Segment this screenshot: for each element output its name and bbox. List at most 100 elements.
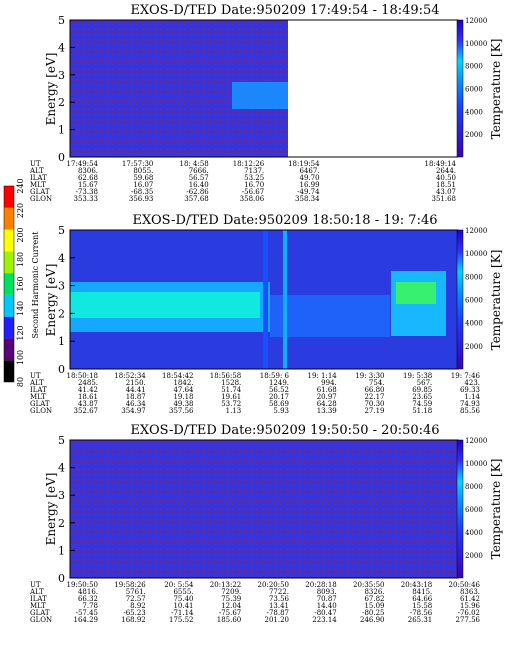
ephemeris-value: -62.86 (186, 188, 209, 196)
ephemeris-value: 85.56 (460, 407, 481, 415)
y-tick-label: 0 (58, 363, 65, 376)
colorbar-tick-label: 10000 (465, 40, 487, 48)
ephemeris-value: 16.40 (189, 181, 209, 189)
panel-1-colorbar-ticks: 2000 4000 6000 8000 10000 12000 (465, 17, 487, 139)
ephemeris-value: 72.57 (126, 595, 146, 603)
ephemeris-value: 16.07 (133, 181, 153, 189)
y-tick-label: 0 (58, 572, 65, 585)
y-tick-label: 0 (58, 151, 65, 164)
panel-1-y-axis: 0 1 2 3 4 5 (58, 14, 75, 164)
ephemeris-value: 15.67 (78, 181, 98, 189)
ephemeris-value: 358.06 (240, 195, 265, 203)
ephemeris-value: 66.80 (364, 386, 384, 394)
ephemeris-value: 8326. (364, 588, 384, 596)
ephemeris-row-label: MLT (30, 602, 46, 610)
side-colorbar-segments (3, 185, 15, 383)
ephemeris-value: 19: 1:14 (308, 372, 338, 380)
ephemeris-value: 10.41 (173, 602, 193, 610)
ephemeris-value: 8306. (78, 167, 98, 175)
panel-3-y-axis: 0 1 2 3 4 5 (58, 434, 75, 585)
ephemeris-value: 15.09 (364, 602, 384, 610)
ephemeris-row-label: GLON (30, 195, 52, 203)
ephemeris-value: 356.93 (129, 195, 154, 203)
y-tick-label: 4 (58, 41, 65, 54)
ephemeris-value: 19: 7:46 (451, 372, 481, 380)
ephemeris-value: 2485. (78, 379, 98, 387)
panel-1: EXOS-D/TED Date:950209 17:49:54 - 18:49:… (29, 3, 503, 203)
ephemeris-value: 7137. (244, 167, 264, 175)
ephemeris-value: 352.67 (74, 407, 99, 415)
ephemeris-value: 20:43:18 (401, 581, 432, 589)
colorbar-tick-label: 10000 (465, 460, 487, 468)
panel-2-spike-2 (283, 230, 287, 369)
ephemeris-value: 53.72 (221, 400, 241, 408)
ephemeris-value: 164.29 (74, 616, 99, 624)
ephemeris-value: 2150. (126, 379, 146, 387)
panel-1-warm-band (232, 82, 288, 109)
ephemeris-value: 62.68 (78, 174, 98, 182)
y-tick-label: 2 (58, 96, 65, 109)
ephemeris-value: 20:13:22 (210, 581, 241, 589)
ephemeris-value: 7.78 (82, 602, 98, 610)
ephemeris-value: 16.70 (244, 181, 264, 189)
ephemeris-value: 5.93 (273, 407, 289, 415)
panel-1-ylabel: Energy [eV] (44, 53, 58, 126)
ephemeris-value: 18:54:42 (162, 372, 193, 380)
ephemeris-value: 357.68 (184, 195, 209, 203)
ephemeris-value: 1.13 (226, 407, 242, 415)
side-colorbar: 80 100 120 140 160 180 200 220 240 Second Harmon… (3, 178, 40, 387)
ephemeris-row-label: GLAT (30, 400, 50, 408)
ephemeris-value: 70.87 (317, 595, 337, 603)
colorbar-tick-label: 4000 (465, 320, 483, 328)
ephemeris-value: 46.34 (126, 400, 147, 408)
ephemeris-row-label: ILAT (30, 386, 47, 394)
ephemeris-value: 18:56:58 (210, 372, 241, 380)
ephemeris-value: 754. (369, 379, 385, 387)
ephemeris-value: 20:35:50 (353, 581, 384, 589)
colorbar-tick-label: 10000 (465, 250, 487, 258)
side-colorbar-tick-label: 140 (16, 301, 25, 316)
ephemeris-value: 19.18 (173, 393, 193, 401)
ephemeris-value: 353.33 (74, 195, 99, 203)
ephemeris-value: 18.87 (126, 393, 146, 401)
ephemeris-row-label: UT (30, 581, 41, 589)
ephemeris-value: 19: 5:38 (403, 372, 432, 380)
ephemeris-value: 2644. (436, 167, 456, 175)
ephemeris-value: 15.58 (412, 602, 432, 610)
ephemeris-value: 69.85 (412, 386, 432, 394)
ephemeris-row-label: GLAT (30, 609, 50, 617)
ephemeris-row-label: ILAT (30, 174, 47, 182)
ephemeris-value: 43.87 (78, 400, 98, 408)
ephemeris-value: 69.33 (460, 386, 480, 394)
y-tick-label: 5 (58, 14, 65, 27)
ephemeris-value: 61.42 (460, 595, 480, 603)
ephemeris-value: -68.35 (131, 188, 153, 196)
ephemeris-value: 357.56 (169, 407, 194, 415)
ephemeris-value: 66.32 (78, 595, 98, 603)
ephemeris-value: 5761. (126, 588, 146, 596)
ephemeris-value: -80.25 (362, 609, 384, 617)
ephemeris-value: 354.97 (121, 407, 146, 415)
colorbar-tick-label: 8000 (465, 483, 483, 491)
colorbar-tick-label: 12000 (465, 437, 487, 445)
ephemeris-value: 27.19 (364, 407, 384, 415)
ephemeris-value: 13.39 (317, 407, 337, 415)
ephemeris-value: 7209. (221, 588, 241, 596)
ephemeris-value: 70.30 (364, 400, 384, 408)
ephemeris-value: 47.64 (173, 386, 194, 394)
panel-2-main-band-inner (70, 292, 260, 318)
ephemeris-value: 18:19:54 (288, 160, 320, 168)
colorbar-tick-label: 6000 (465, 506, 483, 514)
panel-2-high-band-core (396, 282, 436, 304)
ephemeris-value: -76.02 (458, 609, 480, 617)
ephemeris-value: 175.52 (169, 616, 194, 624)
ephemeris-value: 18:12:26 (233, 160, 265, 168)
y-tick-label: 1 (58, 544, 65, 557)
ephemeris-value: 23.65 (412, 393, 432, 401)
ephemeris-value: 7722. (269, 588, 289, 596)
ephemeris-value: 20:20:50 (258, 581, 289, 589)
ephemeris-value: 74.59 (412, 400, 432, 408)
ephemeris-value: 75.40 (173, 595, 193, 603)
